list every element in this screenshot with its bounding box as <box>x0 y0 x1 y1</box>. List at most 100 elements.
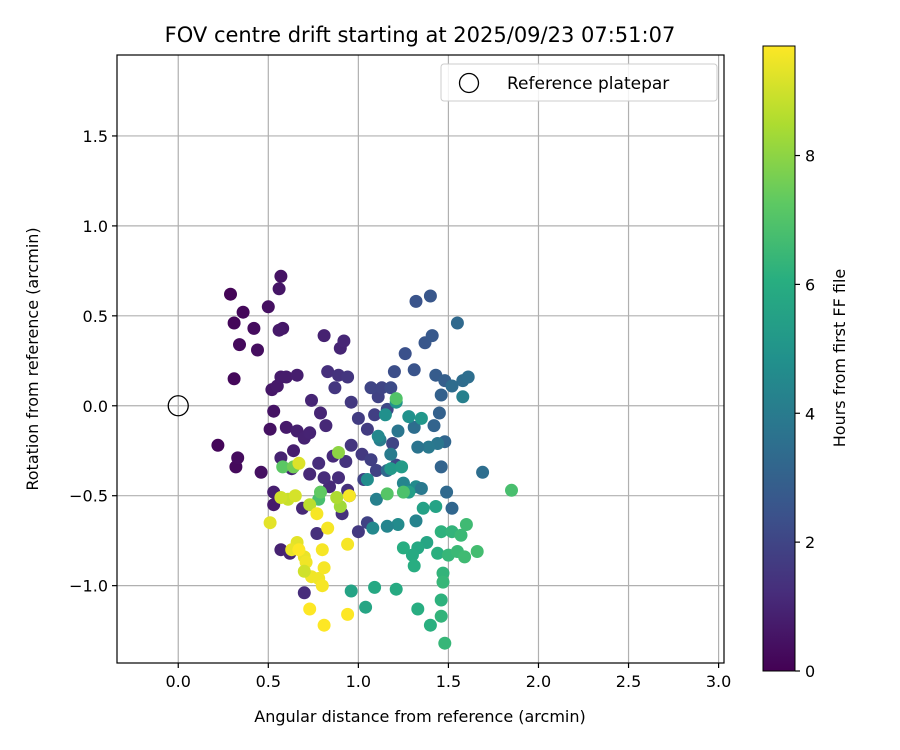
data-point <box>359 600 373 614</box>
x-tick-label: 3.0 <box>706 672 731 691</box>
data-point <box>328 381 342 395</box>
data-point <box>378 408 392 422</box>
colorbar-tick-label: 0 <box>805 662 815 681</box>
data-point <box>351 525 365 539</box>
data-point <box>405 548 419 562</box>
data-point <box>315 579 329 593</box>
y-tick-label: 0.0 <box>83 397 108 416</box>
data-point <box>436 566 450 580</box>
data-point <box>398 347 412 361</box>
data-point <box>386 437 400 450</box>
data-point <box>288 489 302 503</box>
data-point <box>387 365 401 379</box>
data-point <box>344 438 358 452</box>
data-point <box>303 602 317 616</box>
data-point <box>440 485 454 499</box>
data-point <box>425 329 439 343</box>
data-point <box>434 388 448 402</box>
data-point <box>344 584 358 598</box>
data-point <box>254 465 268 479</box>
data-point <box>384 447 398 461</box>
y-tick-label: 1.0 <box>83 217 108 236</box>
data-point <box>267 404 281 418</box>
data-point <box>292 543 306 557</box>
data-point <box>384 462 398 476</box>
data-point <box>317 618 331 632</box>
data-point <box>364 453 378 467</box>
data-point <box>395 460 409 474</box>
legend-marker-icon <box>458 72 480 94</box>
data-point <box>391 518 405 531</box>
data-point <box>339 455 353 468</box>
data-point <box>458 550 472 564</box>
data-point <box>317 561 331 575</box>
data-point <box>476 465 490 479</box>
data-point <box>332 471 345 485</box>
data-point <box>368 580 382 594</box>
legend-box <box>440 63 718 102</box>
data-point <box>263 422 277 436</box>
data-point <box>407 420 421 434</box>
data-point <box>227 372 241 386</box>
data-point <box>317 471 331 485</box>
data-point <box>411 440 425 454</box>
data-point <box>319 419 333 433</box>
data-point <box>231 451 245 465</box>
data-point <box>279 420 293 434</box>
data-point <box>366 521 380 535</box>
reference-platepar-marker <box>167 395 189 417</box>
y-axis-label: Rotation from reference (arcmin) <box>23 227 42 490</box>
data-point <box>402 410 416 424</box>
data-point <box>461 370 475 384</box>
data-point <box>303 426 317 440</box>
data-point <box>303 467 317 481</box>
x-tick-label: 2.5 <box>616 672 641 691</box>
data-point <box>341 370 355 384</box>
data-point <box>310 527 324 540</box>
data-point <box>341 607 355 621</box>
data-point <box>454 528 468 542</box>
x-tick-label: 1.5 <box>436 672 461 691</box>
y-axis: −1.0 −0.5 0.0 0.5 1.0 1.5 <box>69 127 117 596</box>
x-tick-label: 0.0 <box>166 672 191 691</box>
plot-frame <box>116 54 725 664</box>
data-point <box>315 543 329 557</box>
data-point <box>384 381 398 395</box>
data-point <box>310 507 324 521</box>
data-point <box>312 456 326 470</box>
data-point <box>360 422 374 436</box>
data-point <box>321 365 335 379</box>
data-point <box>456 390 470 404</box>
data-point <box>337 334 351 348</box>
data-point <box>459 518 473 531</box>
data-point <box>274 491 288 504</box>
data-point <box>292 456 306 470</box>
data-points <box>167 269 518 650</box>
x-axis: 0.0 0.5 1.0 1.5 2.0 2.5 3.0 <box>166 663 731 691</box>
data-point <box>396 541 410 555</box>
data-point <box>371 429 385 443</box>
data-point <box>360 473 374 486</box>
data-point <box>364 381 378 395</box>
colorbar-tick-label: 2 <box>805 533 815 552</box>
data-point <box>368 408 382 422</box>
data-point <box>375 381 389 395</box>
data-point <box>287 444 300 458</box>
data-point <box>445 501 459 515</box>
data-point <box>423 289 437 303</box>
data-point <box>436 575 450 589</box>
data-point <box>211 438 225 452</box>
colorbar-tick-label: 4 <box>805 404 815 423</box>
colorbar-tick-label: 8 <box>805 147 815 166</box>
data-point <box>380 519 394 533</box>
data-point <box>432 406 446 420</box>
y-tick-label: −0.5 <box>69 487 108 506</box>
data-point <box>431 546 445 560</box>
colorbar-tick-label: 6 <box>805 275 815 294</box>
data-point <box>409 294 423 308</box>
data-point <box>407 363 421 377</box>
data-point <box>434 609 448 623</box>
colorbar: 0 2 4 6 8 Hours from first FF file <box>762 45 849 681</box>
data-point <box>351 411 365 425</box>
data-point <box>505 483 518 497</box>
